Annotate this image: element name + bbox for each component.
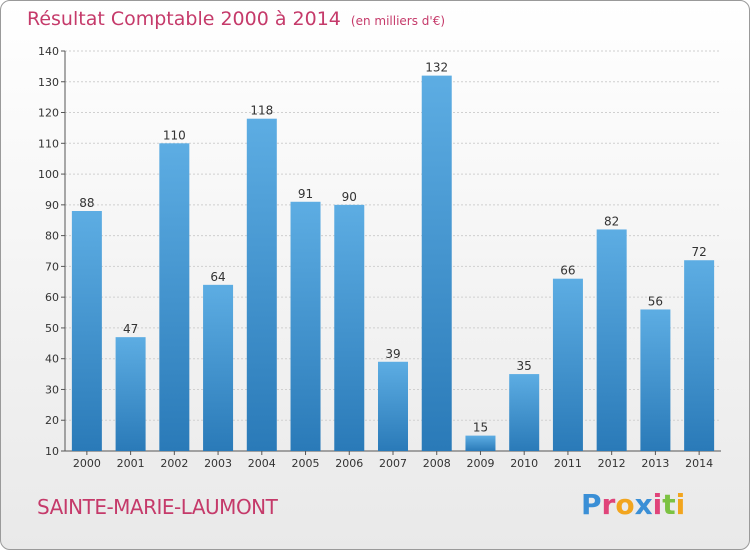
bar-value-label: 39 xyxy=(385,347,400,361)
bar-value-label: 64 xyxy=(210,270,225,284)
x-tick-label: 2009 xyxy=(466,457,494,470)
logo-letter: r xyxy=(601,488,616,521)
x-tick-label: 2010 xyxy=(510,457,538,470)
bar-2004 xyxy=(246,118,277,451)
y-tick-label: 60 xyxy=(45,291,59,304)
y-tick-label: 40 xyxy=(45,353,59,366)
x-tick-label: 2007 xyxy=(379,457,407,470)
chart-title-text: Résultat Comptable 2000 à 2014 xyxy=(27,8,341,30)
chart-subtitle: (en milliers d'€) xyxy=(350,14,446,28)
bar-value-label: 15 xyxy=(473,421,488,435)
bar-2009 xyxy=(465,435,496,451)
bar-value-label: 35 xyxy=(517,359,532,373)
y-tick-label: 20 xyxy=(45,414,59,427)
x-tick-label: 2000 xyxy=(73,457,101,470)
bar-2011 xyxy=(552,278,583,451)
y-tick-label: 120 xyxy=(38,107,59,120)
bar-value-label: 88 xyxy=(79,196,94,210)
y-tick-label: 30 xyxy=(45,383,59,396)
x-tick-label: 2006 xyxy=(335,457,363,470)
bar-2001 xyxy=(115,337,146,451)
x-tick-label: 2011 xyxy=(554,457,582,470)
y-tick-label: 90 xyxy=(45,199,59,212)
bar-value-label: 56 xyxy=(648,294,663,308)
x-tick-label: 2013 xyxy=(641,457,669,470)
bar-value-label: 82 xyxy=(604,214,619,228)
logo-letter: t xyxy=(662,488,676,521)
x-tick-label: 2005 xyxy=(292,457,320,470)
y-tick-label: 110 xyxy=(38,137,59,150)
y-tick-label: 130 xyxy=(38,76,59,89)
y-tick-label: 100 xyxy=(38,168,59,181)
x-tick-label: 2014 xyxy=(685,457,713,470)
y-tick-label: 70 xyxy=(45,260,59,273)
bar-value-label: 90 xyxy=(342,190,357,204)
x-tick-label: 2001 xyxy=(117,457,145,470)
logo-letter: P xyxy=(581,488,602,521)
x-tick-label: 2002 xyxy=(160,457,188,470)
logo-letter: o xyxy=(615,488,635,521)
bar-value-label: 110 xyxy=(163,128,186,142)
bar-2007 xyxy=(378,361,408,451)
bar-value-label: 118 xyxy=(250,104,273,118)
proxiti-logo: Proxiti xyxy=(581,488,685,521)
bar-value-label: 91 xyxy=(298,187,313,201)
bar-value-label: 47 xyxy=(123,322,138,336)
bar-2005 xyxy=(290,201,321,451)
y-tick-label: 10 xyxy=(45,445,59,458)
bar-2012 xyxy=(596,229,627,451)
bar-2014 xyxy=(684,260,715,451)
bar-2003 xyxy=(203,284,234,451)
logo-letter: x xyxy=(634,488,653,521)
bar-2010 xyxy=(509,374,540,451)
y-tick-label: 80 xyxy=(45,230,59,243)
x-tick-label: 2012 xyxy=(598,457,626,470)
bars: 88 47 110 64 118 91 90 39 132 15 35 66 82 56 72 xyxy=(71,61,715,452)
bar-value-label: 72 xyxy=(691,245,706,259)
y-tick-label: 140 xyxy=(38,45,59,58)
commune-name: SAINTE-MARIE-LAUMONT xyxy=(37,495,278,519)
y-tick-label: 50 xyxy=(45,322,59,335)
bar-value-label: 66 xyxy=(560,264,575,278)
x-tick-label: 2008 xyxy=(423,457,451,470)
logo-letter: i xyxy=(675,488,686,521)
bar-2013 xyxy=(640,309,671,451)
x-tick-label: 2004 xyxy=(248,457,276,470)
bar-value-label: 132 xyxy=(425,61,448,75)
bar-2002 xyxy=(159,143,190,452)
bar-2006 xyxy=(334,204,365,451)
bar-2000 xyxy=(71,211,102,451)
x-tick-label: 2003 xyxy=(204,457,232,470)
bar-2008 xyxy=(421,75,452,451)
chart-title: Résultat Comptable 2000 à 2014 (en millie… xyxy=(27,8,445,30)
logo-letter: i xyxy=(652,488,663,521)
